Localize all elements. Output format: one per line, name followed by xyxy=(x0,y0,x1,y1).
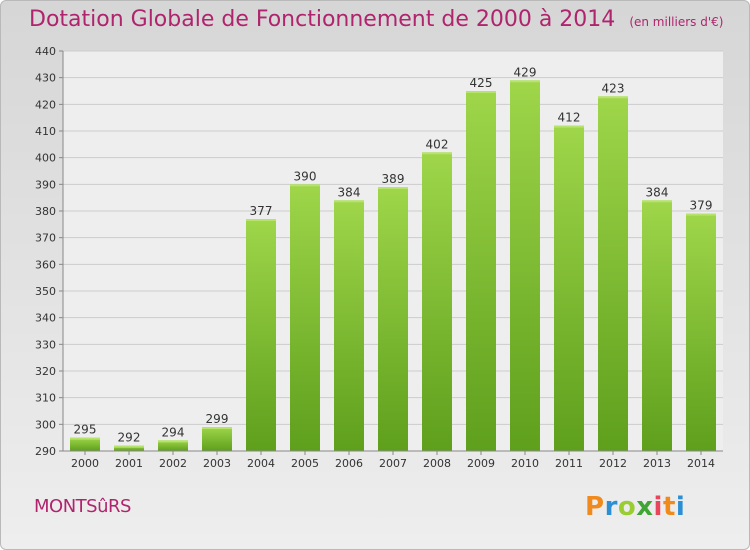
bar-value-label: 423 xyxy=(602,81,625,95)
bar-value-label: 294 xyxy=(162,425,185,439)
chart-unit: (en milliers d'€) xyxy=(629,15,724,29)
proxiti-logo: Proxiti xyxy=(585,492,685,522)
bar-value-label: 384 xyxy=(338,185,361,199)
x-tick-label: 2002 xyxy=(159,457,187,470)
bar xyxy=(158,440,188,451)
y-tick-label: 310 xyxy=(35,392,56,405)
x-tick-label: 2004 xyxy=(247,457,275,470)
x-tick-label: 2007 xyxy=(379,457,407,470)
y-tick-label: 370 xyxy=(35,232,56,245)
x-tick-label: 2014 xyxy=(687,457,715,470)
y-tick-label: 430 xyxy=(35,72,56,85)
town-name: MONTSûRS xyxy=(34,496,131,517)
bar-value-label: 412 xyxy=(558,111,581,125)
x-tick-label: 2001 xyxy=(115,457,143,470)
bar-highlight xyxy=(466,91,496,93)
x-tick-label: 2008 xyxy=(423,457,451,470)
bar-highlight xyxy=(422,152,452,155)
bar-value-label: 429 xyxy=(514,65,537,79)
bar-value-label: 384 xyxy=(646,185,669,199)
bar xyxy=(598,96,628,451)
chart-title: Dotation Globale de Fonctionnement de 20… xyxy=(29,7,723,32)
logo-letter: i xyxy=(653,492,663,522)
bar-value-label: 295 xyxy=(74,423,97,437)
bar-highlight xyxy=(290,184,320,187)
bar-highlight xyxy=(554,125,584,128)
bar-value-label: 377 xyxy=(250,204,273,218)
bar-value-label: 379 xyxy=(690,199,713,213)
bar-highlight xyxy=(246,219,276,221)
bar xyxy=(554,125,584,452)
x-tick-label: 2006 xyxy=(335,457,363,470)
bar-highlight xyxy=(114,445,144,448)
bar-value-label: 402 xyxy=(426,137,449,151)
bar-highlight xyxy=(70,437,100,440)
bar-highlight xyxy=(510,80,540,83)
bar xyxy=(642,200,672,451)
x-tick-label: 2011 xyxy=(555,457,583,470)
y-tick-label: 440 xyxy=(35,45,56,58)
bar xyxy=(378,187,408,451)
logo-letter: o xyxy=(617,492,637,522)
logo-letter: i xyxy=(675,492,686,522)
bar xyxy=(686,213,716,451)
bar-highlight xyxy=(202,427,232,429)
bar xyxy=(466,91,496,451)
x-tick-label: 2010 xyxy=(511,457,539,470)
bar xyxy=(290,184,320,452)
bar-value-label: 425 xyxy=(470,76,493,90)
x-tick-label: 2012 xyxy=(599,457,627,470)
bar-highlight xyxy=(334,200,364,203)
y-tick-label: 420 xyxy=(35,98,56,111)
y-tick-label: 350 xyxy=(35,285,56,298)
bar xyxy=(422,152,452,452)
x-tick-label: 2000 xyxy=(71,457,99,470)
x-tick-label: 2013 xyxy=(643,457,671,470)
logo-letter: P xyxy=(585,492,605,522)
x-tick-label: 2005 xyxy=(291,457,319,470)
y-tick-label: 320 xyxy=(35,365,56,378)
y-tick-label: 290 xyxy=(35,445,56,458)
y-tick-label: 380 xyxy=(35,205,56,218)
y-tick-label: 300 xyxy=(35,418,56,431)
bar xyxy=(334,200,364,451)
y-tick-label: 360 xyxy=(35,258,56,271)
bar xyxy=(202,427,232,451)
y-tick-label: 390 xyxy=(35,178,56,191)
bar-highlight xyxy=(686,213,716,216)
bar-highlight xyxy=(378,187,408,189)
bar xyxy=(510,80,540,451)
y-tick-label: 340 xyxy=(35,312,56,325)
bar-value-label: 390 xyxy=(294,169,317,183)
bar xyxy=(114,445,144,451)
bar-highlight xyxy=(642,200,672,203)
y-tick-label: 330 xyxy=(35,338,56,351)
bar-value-label: 389 xyxy=(382,172,405,186)
bar xyxy=(246,219,276,451)
x-tick-label: 2009 xyxy=(467,457,495,470)
bar-value-label: 292 xyxy=(118,431,141,445)
y-tick-label: 410 xyxy=(35,125,56,138)
bar xyxy=(70,437,100,451)
bar-highlight xyxy=(158,440,188,443)
y-tick-label: 400 xyxy=(35,152,56,165)
bar-value-label: 299 xyxy=(206,412,229,426)
x-tick-label: 2003 xyxy=(203,457,231,470)
logo-letter: t xyxy=(662,492,676,522)
bar-highlight xyxy=(598,96,628,99)
logo-letter: x xyxy=(636,492,654,522)
logo-letter: r xyxy=(604,492,618,522)
chart-title-text: Dotation Globale de Fonctionnement de 20… xyxy=(29,7,616,32)
